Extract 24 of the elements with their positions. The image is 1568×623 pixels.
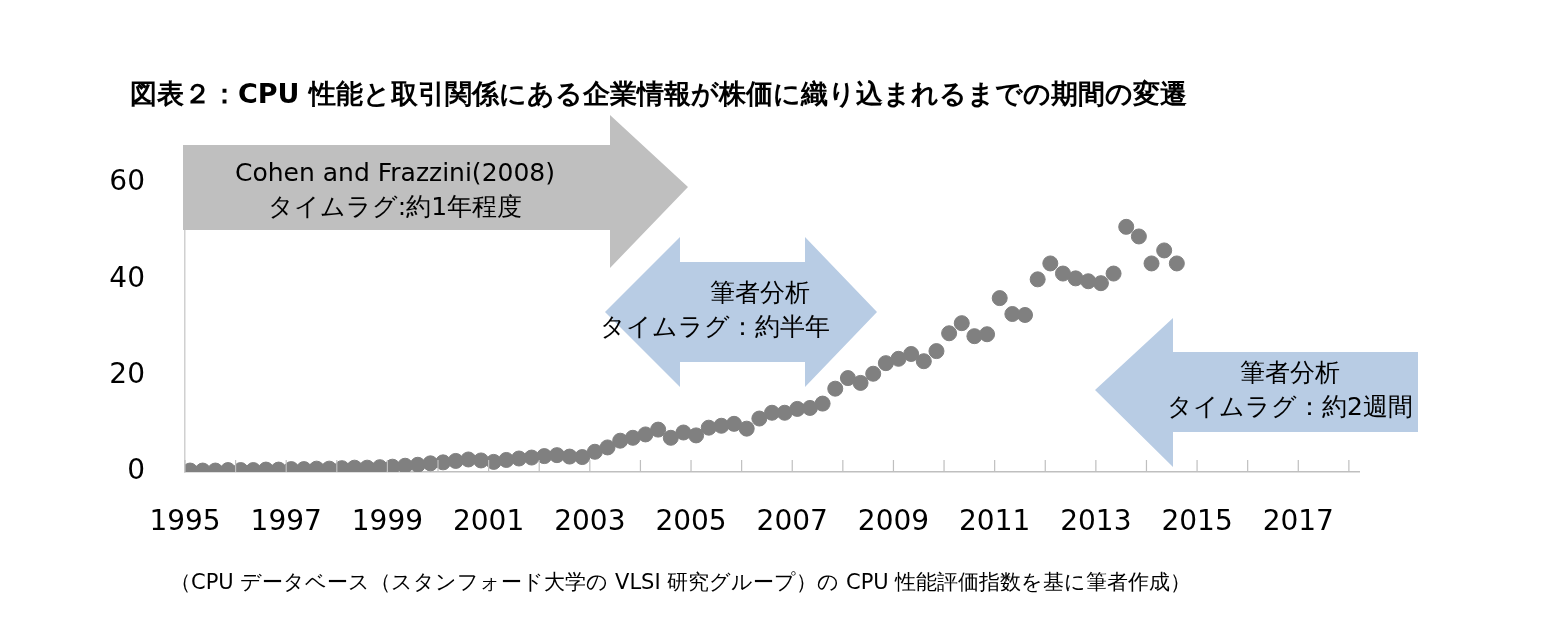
x-tick-label: 2001: [452, 504, 525, 538]
y-tick-label: 0: [127, 453, 145, 487]
x-tick-label: 2005: [655, 504, 727, 538]
y-tick-label: 40: [109, 260, 145, 294]
annotation: Cohen and Frazzini(2008): [234, 157, 556, 189]
x-tick-label: 1997: [250, 504, 322, 538]
annotation: 筆者分析: [710, 277, 810, 309]
x-tick-label: 2003: [554, 504, 626, 538]
text: （CPU データベース（スタンフォード大学の VLSI 研究グループ）の CPU 性能評価指数を基に筆者作成）: [170, 569, 1192, 596]
annotation: タイムラグ：約2週間: [1167, 391, 1413, 423]
x-tick-label: 2017: [1262, 504, 1334, 538]
chart-title: 図表２：CPU 性能と取引関係にある企業情報が株価に織り込まれるまでの期間の変遷: [130, 77, 1187, 111]
y-tick-label: 60: [109, 164, 145, 198]
x-tick-label: 2011: [959, 504, 1031, 538]
x-tick-label: 2013: [1060, 504, 1132, 538]
annotation: タイムラグ:約1年程度: [267, 191, 523, 223]
x-tick-label: 2015: [1161, 504, 1233, 538]
annotation: タイムラグ：約半年: [600, 311, 830, 343]
y-tick-label: 20: [109, 356, 145, 390]
annotation: 筆者分析: [1240, 357, 1340, 389]
x-tick-label: 2007: [756, 504, 828, 538]
x-tick-label: 2009: [857, 504, 930, 538]
x-tick-label: 1999: [351, 504, 424, 538]
x-tick-label: 1995: [149, 504, 221, 538]
